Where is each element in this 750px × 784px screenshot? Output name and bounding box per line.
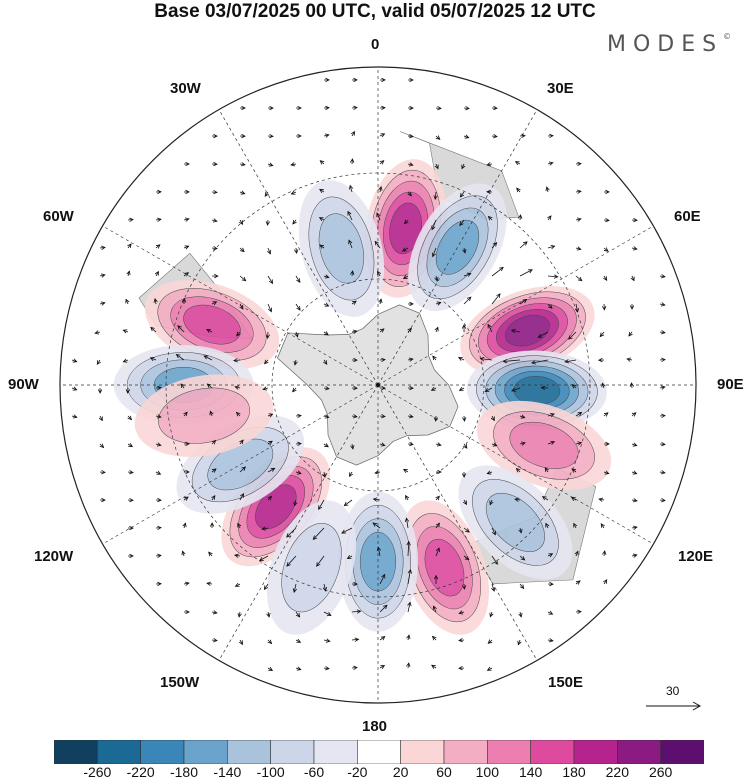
- colorbar-tick-label: -60: [304, 764, 324, 780]
- colorbar: [54, 740, 704, 764]
- label-lon-120e: 120E: [678, 548, 713, 565]
- pole-marker: [376, 383, 380, 387]
- label-lon-150e: 150E: [548, 674, 583, 691]
- colorbar-swatch-9: [444, 740, 487, 764]
- label-lon-90w: 90W: [8, 376, 39, 393]
- label-lon-30w: 30W: [170, 80, 201, 97]
- colorbar-swatch-7: [357, 740, 400, 764]
- colorbar-tick-label: -100: [257, 764, 285, 780]
- label-lon-120w: 120W: [34, 548, 73, 565]
- colorbar-swatch-5: [271, 740, 314, 764]
- colorbar-tick-label: -260: [83, 764, 111, 780]
- colorbar-tick-label: 60: [436, 764, 452, 780]
- colorbar-swatch-1: [97, 740, 140, 764]
- colorbar-swatch-13: [617, 740, 660, 764]
- colorbar-tick-label: 260: [649, 764, 672, 780]
- label-lon-30e: 30E: [547, 80, 574, 97]
- label-lon-0: 0: [371, 36, 379, 53]
- colorbar-tick-label: -140: [213, 764, 241, 780]
- colorbar-swatch-6: [314, 740, 357, 764]
- label-lon-60e: 60E: [674, 208, 701, 225]
- colorbar-ticks: -260 -220 -180 -140 -100 -60 -20 20 60 100 140 180 2…: [0, 764, 750, 784]
- colorbar-swatch-4: [227, 740, 270, 764]
- reference-vector-label: 30: [666, 684, 679, 698]
- colorbar-tick-label: -180: [170, 764, 198, 780]
- colorbar-swatch-0: [54, 740, 97, 764]
- colorbar-tick-label: 140: [519, 764, 542, 780]
- colorbar-swatch-10: [487, 740, 530, 764]
- colorbar-swatch-3: [184, 740, 227, 764]
- label-lon-60w: 60W: [43, 208, 74, 225]
- colorbar-swatch-14: [661, 740, 704, 764]
- label-lon-150w: 150W: [160, 674, 199, 691]
- label-lon-90e: 90E: [717, 376, 744, 393]
- colorbar-tick-label: 100: [476, 764, 499, 780]
- colorbar-tick-label: -220: [127, 764, 155, 780]
- colorbar-swatch-11: [531, 740, 574, 764]
- label-lon-180: 180: [362, 718, 387, 735]
- colorbar-tick-label: -20: [347, 764, 367, 780]
- colorbar-swatch-2: [141, 740, 184, 764]
- colorbar-tick-label: 220: [606, 764, 629, 780]
- colorbar-tick-label: 20: [393, 764, 409, 780]
- colorbar-swatch-12: [574, 740, 617, 764]
- colorbar-swatch-8: [401, 740, 444, 764]
- colorbar-tick-label: 180: [562, 764, 585, 780]
